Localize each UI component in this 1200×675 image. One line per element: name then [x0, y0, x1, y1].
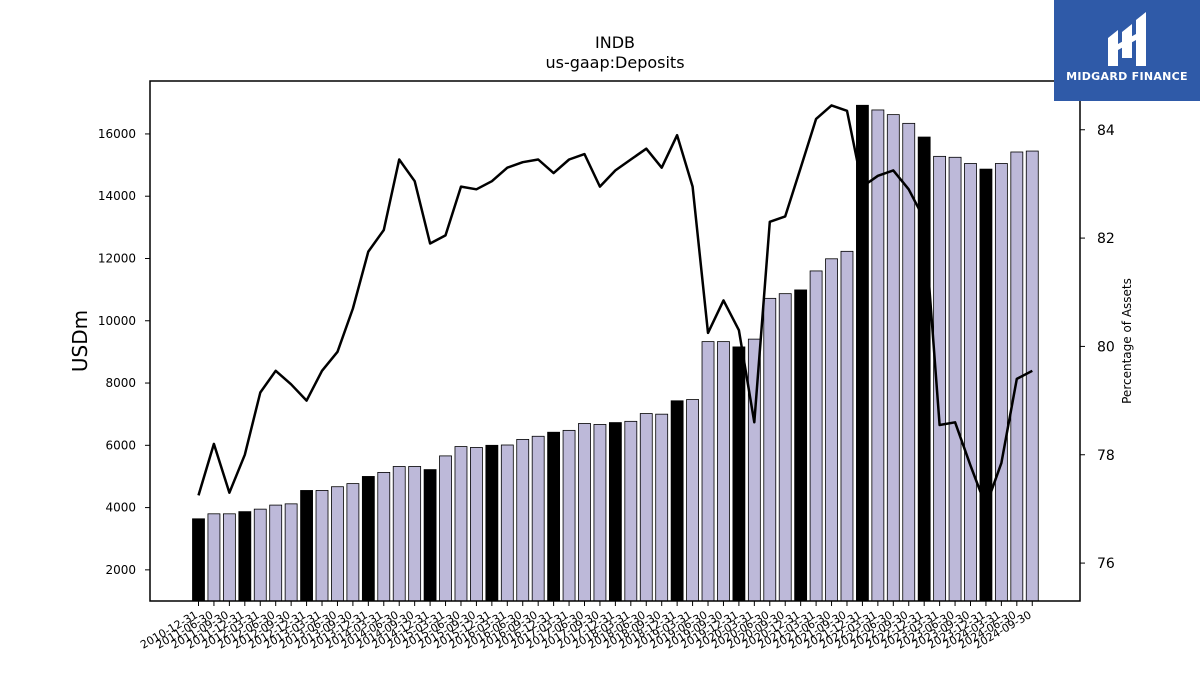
y-tick-label: 14000: [98, 189, 136, 203]
bar-2016-06-30: [516, 438, 530, 602]
bar-2020-09-30: [778, 293, 792, 602]
bar-2013-06-30: [331, 486, 344, 602]
bar-2018-09-30: [655, 413, 669, 602]
y-tick-label: 12000: [98, 251, 136, 265]
bar-2023-12-31: [979, 168, 993, 602]
x-axis-ticks: 2010-12-312011-06-302011-09-302011-12-31…: [138, 601, 1034, 652]
bar-2022-12-31: [917, 136, 931, 602]
bar-2013-12-31: [361, 476, 375, 602]
y-tick-label: 6000: [105, 438, 136, 452]
bar-2019-12-31: [732, 346, 746, 602]
bar-2022-06-30: [886, 114, 900, 602]
bar-2021-09-30: [840, 250, 854, 602]
bar-2018-12-31: [670, 400, 684, 602]
bar-2014-12-31: [423, 469, 437, 602]
percentage-of-assets-line: [197, 104, 1033, 508]
chart-subtitle: us-gaap:Deposits: [545, 53, 684, 72]
bar-2017-03-31: [562, 429, 576, 602]
y2-axis-ticks: 76 78 80 82 84: [1080, 123, 1115, 572]
bar-2014-09-30: [408, 466, 422, 602]
midgard-logo-icon: [1108, 12, 1146, 66]
bar-2010-12-31: [192, 518, 205, 602]
bar-2017-06-30: [578, 423, 591, 602]
bar-2011-09-30: [222, 513, 236, 602]
bar-2015-06-30: [454, 446, 468, 602]
bar-2018-03-31: [624, 420, 638, 602]
y2-axis-label: Percentage of Assets: [1120, 278, 1134, 404]
bar-2014-06-30: [392, 466, 406, 602]
bar-2012-09-30: [284, 503, 298, 602]
bar-2024-09-30: [1025, 150, 1039, 602]
brand-logo: MIDGARD FINANCE: [1054, 0, 1200, 101]
bar-2019-09-30: [717, 341, 730, 602]
line-series: [197, 104, 1033, 508]
bar-2012-06-30: [269, 504, 283, 602]
bar-2015-03-31: [439, 455, 452, 602]
bar-2015-09-30: [470, 447, 483, 602]
bar-2020-12-31: [794, 289, 808, 602]
bar-2011-12-31: [238, 511, 252, 602]
bar-2013-09-30: [346, 483, 360, 602]
y2-tick-label: 80: [1097, 339, 1115, 355]
y-axis-ticks: 2000 4000 6000 8000 10000 12000 14000 16000: [98, 127, 150, 577]
bar-2011-06-30: [207, 513, 221, 602]
bar-2021-12-31: [856, 104, 869, 602]
bar-2014-03-31: [377, 472, 391, 602]
bar-2017-12-31: [608, 422, 622, 602]
y-tick-label: 2000: [105, 563, 136, 577]
y-tick-label: 10000: [98, 314, 136, 328]
bar-2024-03-31: [994, 163, 1008, 602]
bar-2012-12-31: [300, 490, 313, 602]
y2-tick-label: 84: [1097, 123, 1115, 139]
bar-2023-09-30: [964, 163, 977, 602]
y2-tick-label: 76: [1097, 556, 1115, 572]
bar-2018-06-30: [639, 413, 653, 602]
bar-2019-03-31: [686, 399, 699, 602]
y-tick-label: 8000: [105, 376, 136, 390]
y-tick-label: 16000: [98, 127, 136, 141]
bar-2020-06-30: [763, 297, 777, 602]
bar-2015-12-31: [485, 444, 499, 602]
bar-2023-06-30: [948, 156, 962, 602]
bar-2016-12-31: [547, 431, 561, 602]
y-tick-label: 4000: [105, 501, 136, 515]
bar-2021-06-30: [825, 258, 838, 602]
brand-name: MIDGARD FINANCE: [1066, 70, 1188, 83]
chart-title: INDB: [595, 33, 635, 52]
bar-2013-03-31: [315, 490, 329, 602]
bar-2016-09-30: [531, 435, 545, 602]
bar-series: [192, 104, 1039, 602]
y2-tick-label: 82: [1097, 231, 1115, 247]
bar-2022-03-31: [871, 109, 885, 602]
y2-tick-label: 78: [1097, 448, 1115, 464]
bar-2019-06-30: [701, 341, 715, 602]
bar-2017-09-30: [593, 424, 607, 602]
bar-2021-03-31: [809, 270, 823, 602]
y-axis-label: USDm: [68, 310, 92, 372]
bar-2016-03-31: [500, 444, 514, 602]
bar-2012-03-31: [253, 508, 267, 602]
